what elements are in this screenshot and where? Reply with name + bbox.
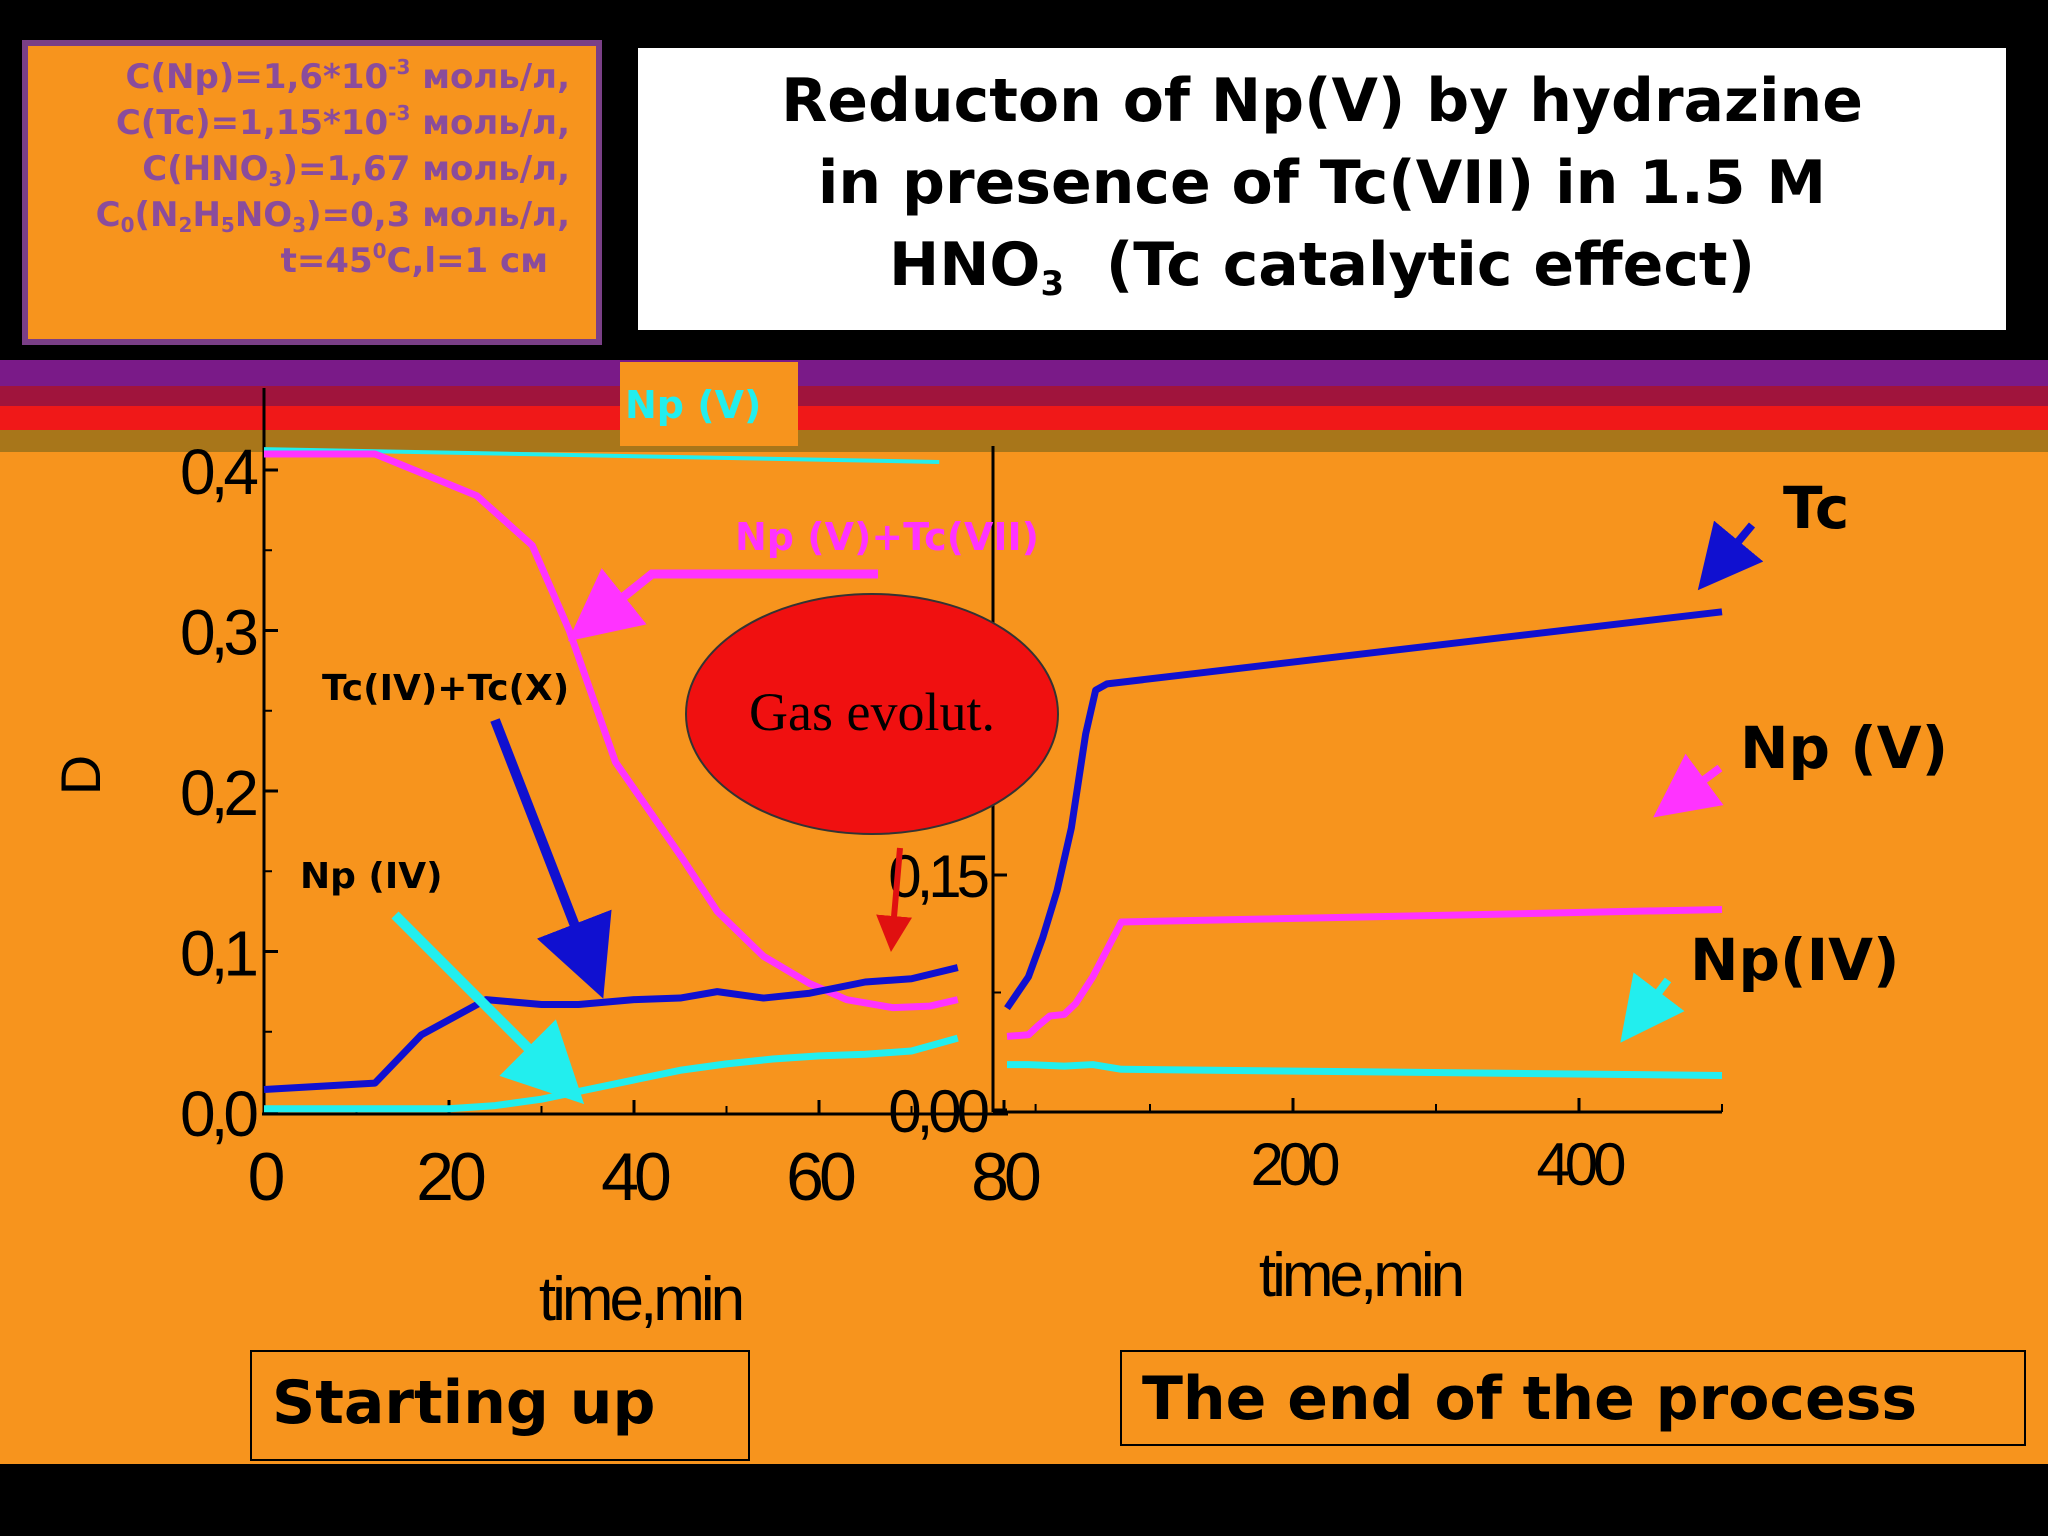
np5-ref-label: Np (V)	[625, 383, 761, 427]
title-line-3: HNO3 (Tc catalytic effect)	[889, 230, 1755, 304]
left-xlabel: time,min	[539, 1265, 742, 1334]
tc-label: Tc	[1783, 474, 1849, 542]
np4-label: Np (IV)	[300, 856, 443, 897]
left-ytick-label: 0,0	[180, 1078, 257, 1150]
right-xtick-label: 200	[1250, 1131, 1339, 1198]
cond-hno3: C(HNO3)=1,67 моль/л,	[142, 149, 570, 191]
left-xtick-label: 80	[971, 1139, 1040, 1215]
right-xtick-label: 400	[1536, 1131, 1625, 1198]
left-series-line-2	[263, 964, 959, 1094]
gas-bubble	[685, 593, 1059, 835]
right-ytick-label: 0,00	[888, 1078, 988, 1145]
np4-right-label: Np(IV)	[1690, 926, 1900, 994]
cond-np: C(Np)=1,6*10-3 моль/л,	[125, 55, 570, 97]
right-series-line-0	[1004, 608, 1723, 1011]
slide-title: Reducton of Np(V) by hydrazine in presen…	[638, 48, 2006, 330]
band-crimson	[0, 386, 2048, 406]
end-process-label: The end of the process	[1142, 1364, 1918, 1434]
starting-up-box: Starting up	[250, 1350, 750, 1461]
tc-mix-arrow	[490, 718, 612, 999]
cond-tc: C(Tc)=1,15*10-3 моль/л,	[115, 101, 570, 143]
right-series-line-2	[1007, 1061, 1723, 1080]
left-ytick-label: 0,3	[180, 597, 256, 669]
np5-arrow	[1653, 753, 1724, 818]
starting-up-label: Starting up	[272, 1368, 656, 1438]
right-series	[1004, 608, 1723, 1080]
right-xlabel: time,min	[1259, 1241, 1462, 1310]
np4-right-arrow	[1620, 972, 1685, 1043]
cond-temperature: t=450C,l=1 см	[280, 239, 548, 281]
left-ylabel: D	[49, 755, 112, 795]
left-ytick-label: 0,1	[180, 918, 256, 990]
left-series-line-3	[264, 1034, 959, 1113]
np5-tc-arrow	[567, 568, 878, 642]
left-xtick-label: 60	[786, 1139, 855, 1215]
title-line-2: in presence of Tc(VII) in 1.5 M	[817, 148, 1827, 218]
left-series-line-1	[264, 450, 959, 1012]
gas-bubble-text: Gas evolut.	[749, 682, 995, 742]
plot-background	[0, 452, 2048, 1464]
left-series	[263, 447, 959, 1113]
end-process-box: The end of the process	[1120, 1350, 2026, 1446]
np5-ref-label-bg	[620, 362, 798, 446]
right-ytick-label: 0,15	[888, 843, 987, 910]
red-arrow	[876, 847, 913, 952]
cond-hydrazine: C0(N2H5NO3)=0,3 моль/л,	[95, 195, 570, 237]
conditions-box: C(Np)=1,6*10-3 моль/л, C(Tc)=1,15*10-3 м…	[22, 40, 602, 345]
band-brown	[0, 430, 2048, 452]
left-ytick-label: 0,2	[180, 757, 256, 829]
np5-label: Np (V)	[1740, 714, 1948, 782]
right-axes: 0,00 0,15 200 400	[888, 446, 1723, 1198]
np5-tc-label: Np (V)+Tc(VII)	[735, 515, 1039, 559]
band-red	[0, 406, 2048, 430]
left-xtick-label: 0	[248, 1139, 284, 1215]
band-purple	[0, 360, 2048, 386]
left-ytick-label: 0,4	[180, 436, 257, 508]
title-line-1: Reducton of Np(V) by hydrazine	[781, 66, 1863, 136]
left-xtick-label: 40	[601, 1139, 670, 1215]
tc-arrow	[1697, 520, 1764, 591]
np4-arrow	[391, 911, 585, 1105]
left-xtick-label: 20	[416, 1139, 485, 1215]
right-series-line-1	[1006, 905, 1723, 1040]
tc-mix-label: Tc(IV)+Tc(X)	[322, 668, 569, 709]
